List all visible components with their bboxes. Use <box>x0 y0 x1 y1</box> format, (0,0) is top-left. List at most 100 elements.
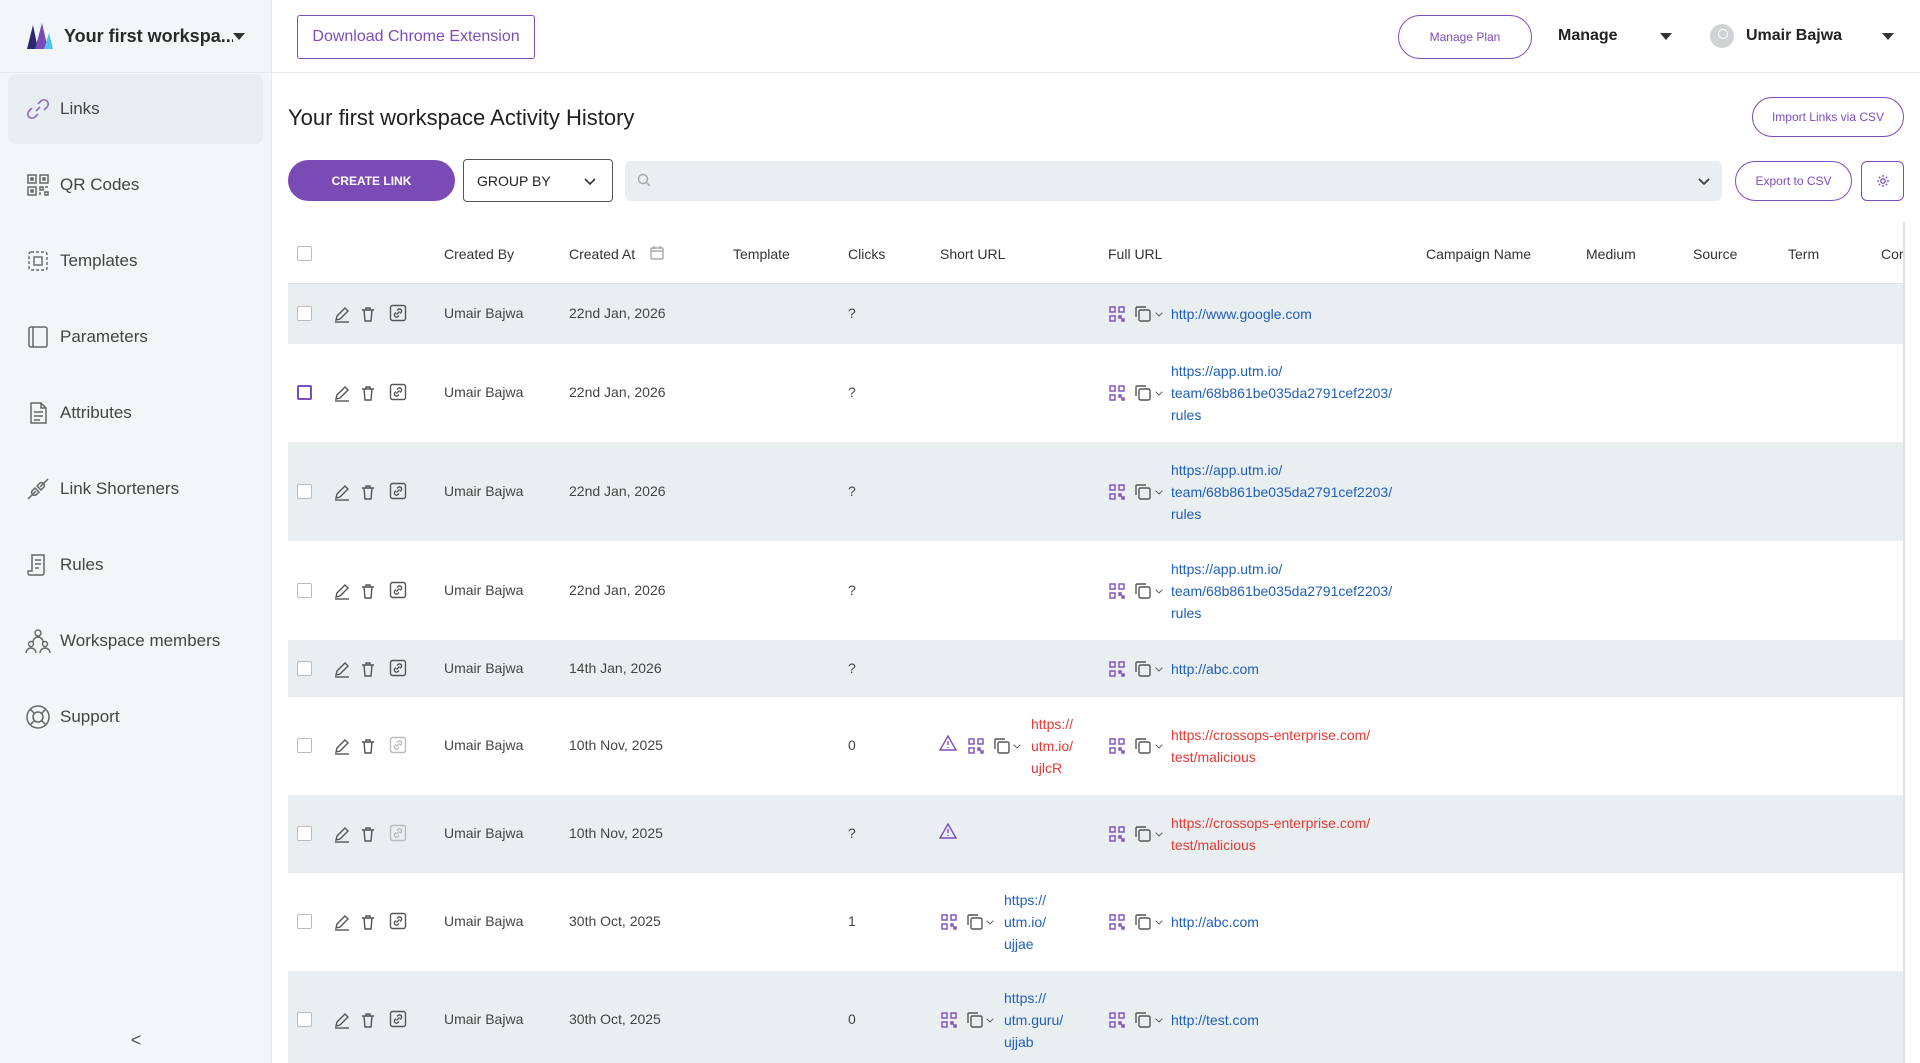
calendar-icon[interactable] <box>649 245 665 261</box>
full-url[interactable]: team/68b861be035da2791cef2203/ <box>1171 582 1393 599</box>
caret-down-icon[interactable] <box>1882 33 1894 40</box>
full-url[interactable]: team/68b861be035da2791cef2203/ <box>1171 385 1393 401</box>
full-url[interactable]: http://abc.com <box>1171 660 1259 677</box>
caret-down-icon[interactable] <box>1660 33 1672 40</box>
qr-code-icon[interactable] <box>1108 582 1126 600</box>
copy-icon[interactable] <box>1134 384 1152 402</box>
sidebar-item-attributes[interactable]: Attributes <box>8 378 263 448</box>
column-header[interactable]: Cor <box>1881 246 1904 262</box>
row-checkbox[interactable] <box>297 582 312 598</box>
sidebar-item-support[interactable]: Support <box>8 682 263 752</box>
short-url[interactable]: https:// <box>1004 990 1047 1006</box>
trash-icon[interactable] <box>359 913 377 931</box>
copy-icon[interactable] <box>966 1011 984 1029</box>
user-name[interactable]: Umair Bajwa <box>1746 27 1843 44</box>
manage-menu[interactable]: Manage <box>1558 27 1618 44</box>
trash-icon[interactable] <box>359 483 377 501</box>
chevron-down-icon[interactable] <box>1011 737 1023 755</box>
trash-icon[interactable] <box>359 384 377 402</box>
warning-icon[interactable] <box>939 822 957 840</box>
column-header[interactable]: Clicks <box>848 246 886 262</box>
full-url[interactable]: rules <box>1171 407 1202 423</box>
full-url[interactable]: https://app.utm.io/ <box>1171 363 1283 379</box>
qr-code-icon[interactable] <box>1108 737 1126 755</box>
column-header[interactable]: Campaign Name <box>1426 246 1532 262</box>
sidebar-item-templates[interactable]: Templates <box>8 226 263 296</box>
trash-icon[interactable] <box>359 1011 377 1029</box>
open-link-icon[interactable] <box>389 581 407 599</box>
full-url[interactable]: test/malicious <box>1171 749 1256 765</box>
qr-code-icon[interactable] <box>1108 305 1126 323</box>
open-link-icon[interactable] <box>389 659 407 677</box>
column-header[interactable]: Template <box>733 246 790 262</box>
sidebar-item-link-shorteners[interactable]: Link Shorteners <box>8 454 263 524</box>
manage-plan-button[interactable]: Manage Plan <box>1398 15 1532 59</box>
open-link-icon[interactable] <box>389 824 407 842</box>
edit-icon[interactable] <box>333 1011 351 1029</box>
qr-code-icon[interactable] <box>1108 1011 1126 1029</box>
chevron-down-icon[interactable] <box>1153 913 1165 931</box>
chevron-down-icon[interactable] <box>1153 582 1165 600</box>
trash-icon[interactable] <box>359 825 377 843</box>
short-url[interactable]: ujlcR <box>1031 760 1063 776</box>
chevron-down-icon[interactable] <box>984 1011 996 1029</box>
trash-icon[interactable] <box>359 737 377 755</box>
chevron-down-icon[interactable] <box>1153 305 1165 323</box>
row-checkbox[interactable] <box>297 660 312 676</box>
chevron-down-icon[interactable] <box>1153 384 1165 402</box>
qr-code-icon[interactable] <box>1108 483 1126 501</box>
edit-icon[interactable] <box>333 913 351 931</box>
edit-icon[interactable] <box>333 384 351 402</box>
copy-icon[interactable] <box>966 913 984 931</box>
edit-icon[interactable] <box>333 305 351 323</box>
edit-icon[interactable] <box>333 660 351 678</box>
column-header[interactable]: Full URL <box>1108 246 1163 262</box>
short-url[interactable]: ujjab <box>1004 1034 1034 1050</box>
trash-icon[interactable] <box>359 305 377 323</box>
download-extension-button[interactable]: Download Chrome Extension <box>297 15 535 59</box>
full-url[interactable]: http://abc.com <box>1171 914 1259 930</box>
chevron-down-icon[interactable] <box>1153 1011 1165 1029</box>
short-url[interactable]: utm.io/ <box>1031 738 1074 754</box>
row-checkbox[interactable] <box>297 483 312 499</box>
sidebar-item-parameters[interactable]: Parameters <box>8 302 263 372</box>
full-url[interactable]: http://www.google.com <box>1171 306 1312 322</box>
copy-icon[interactable] <box>1134 825 1152 843</box>
qr-code-icon[interactable] <box>940 913 958 931</box>
row-checkbox[interactable] <box>297 306 312 321</box>
open-link-icon[interactable] <box>389 482 407 500</box>
short-url[interactable]: utm.io/ <box>1004 914 1047 930</box>
column-header[interactable]: Medium <box>1586 246 1636 262</box>
chevron-down-icon[interactable] <box>1696 173 1712 189</box>
open-link-icon[interactable] <box>389 1010 407 1028</box>
search-input[interactable] <box>661 161 1661 201</box>
full-url[interactable]: https://crossops-enterprise.com/ <box>1171 815 1371 831</box>
warning-icon[interactable] <box>939 734 957 752</box>
trash-icon[interactable] <box>359 582 377 600</box>
chevron-down-icon[interactable] <box>1153 660 1165 678</box>
chevron-down-icon[interactable] <box>1153 737 1165 755</box>
row-checkbox[interactable] <box>297 826 312 841</box>
search-bar[interactable] <box>625 161 1722 201</box>
copy-icon[interactable] <box>1134 582 1152 600</box>
edit-icon[interactable] <box>333 483 351 501</box>
column-header[interactable]: Term <box>1788 246 1820 262</box>
copy-icon[interactable] <box>1134 1011 1152 1029</box>
full-url[interactable]: https://crossops-enterprise.com/ <box>1171 727 1371 743</box>
open-link-icon[interactable] <box>389 912 407 930</box>
column-header[interactable]: Created By <box>444 246 515 262</box>
copy-icon[interactable] <box>1134 913 1152 931</box>
table-settings-button[interactable] <box>1861 161 1904 201</box>
sidebar-item-rules[interactable]: Rules <box>8 530 263 600</box>
chevron-down-icon[interactable] <box>984 913 996 931</box>
copy-icon[interactable] <box>1134 660 1152 678</box>
workspace-switcher[interactable]: Your first workspa... <box>0 0 272 73</box>
import-csv-button[interactable]: Import Links via CSV <box>1752 97 1904 137</box>
full-url[interactable]: https://app.utm.io/ <box>1171 461 1283 478</box>
column-header[interactable]: Short URL <box>940 246 1006 262</box>
sidebar-item-qr-codes[interactable]: QR Codes <box>8 150 263 220</box>
short-url[interactable]: https:// <box>1031 716 1074 732</box>
export-csv-button[interactable]: Export to CSV <box>1735 161 1852 201</box>
full-url[interactable]: rules <box>1171 604 1202 621</box>
edit-icon[interactable] <box>333 582 351 600</box>
